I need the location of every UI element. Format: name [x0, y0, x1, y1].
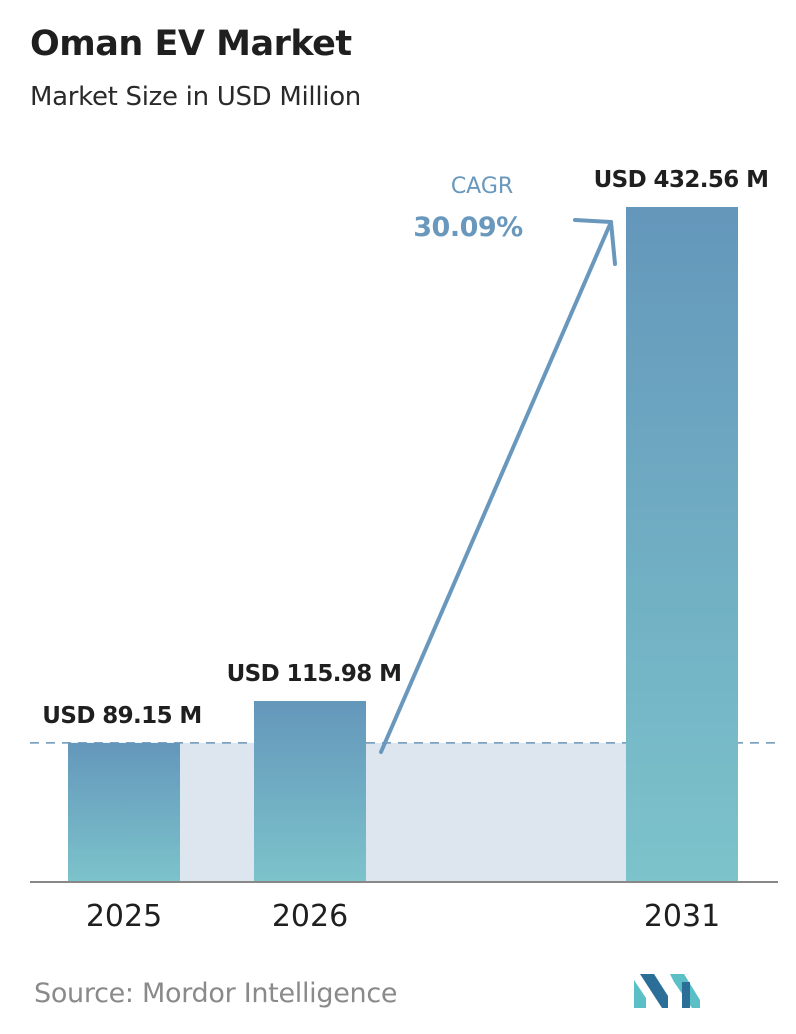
bar-2026: [254, 701, 366, 882]
chart-title: Oman EV Market: [30, 24, 352, 64]
bar-2025: [68, 742, 180, 882]
value-label-2025: USD 89.15 M: [42, 703, 201, 729]
band-gap-2: [366, 742, 626, 882]
mordor-intelligence-logo: [634, 974, 700, 1008]
cagr-arrow-line: [379, 220, 613, 754]
category-label-2025: 2025: [86, 899, 162, 934]
cagr-value: 30.09%: [413, 212, 523, 243]
bar-2031: [626, 207, 738, 882]
chart-subtitle: Market Size in USD Million: [30, 82, 361, 112]
cagr-label: CAGR: [451, 174, 513, 199]
category-label-2026: 2026: [272, 899, 348, 934]
value-label-2026: USD 115.98 M: [227, 661, 402, 687]
value-label-2031: USD 432.56 M: [594, 167, 769, 193]
band-gap-1: [180, 742, 254, 882]
source-note: Source: Mordor Intelligence: [34, 978, 398, 1009]
bar-chart: CAGR 30.09% USD 89.15 M USD 115.98 M USD 43…: [30, 167, 778, 934]
cagr-arrow-head: [573, 218, 617, 266]
logo-shape-left: [634, 980, 646, 1008]
logo-shape-mid: [640, 974, 668, 1008]
category-label-2031: 2031: [644, 899, 720, 934]
logo-shape-right-dark: [682, 982, 690, 1008]
